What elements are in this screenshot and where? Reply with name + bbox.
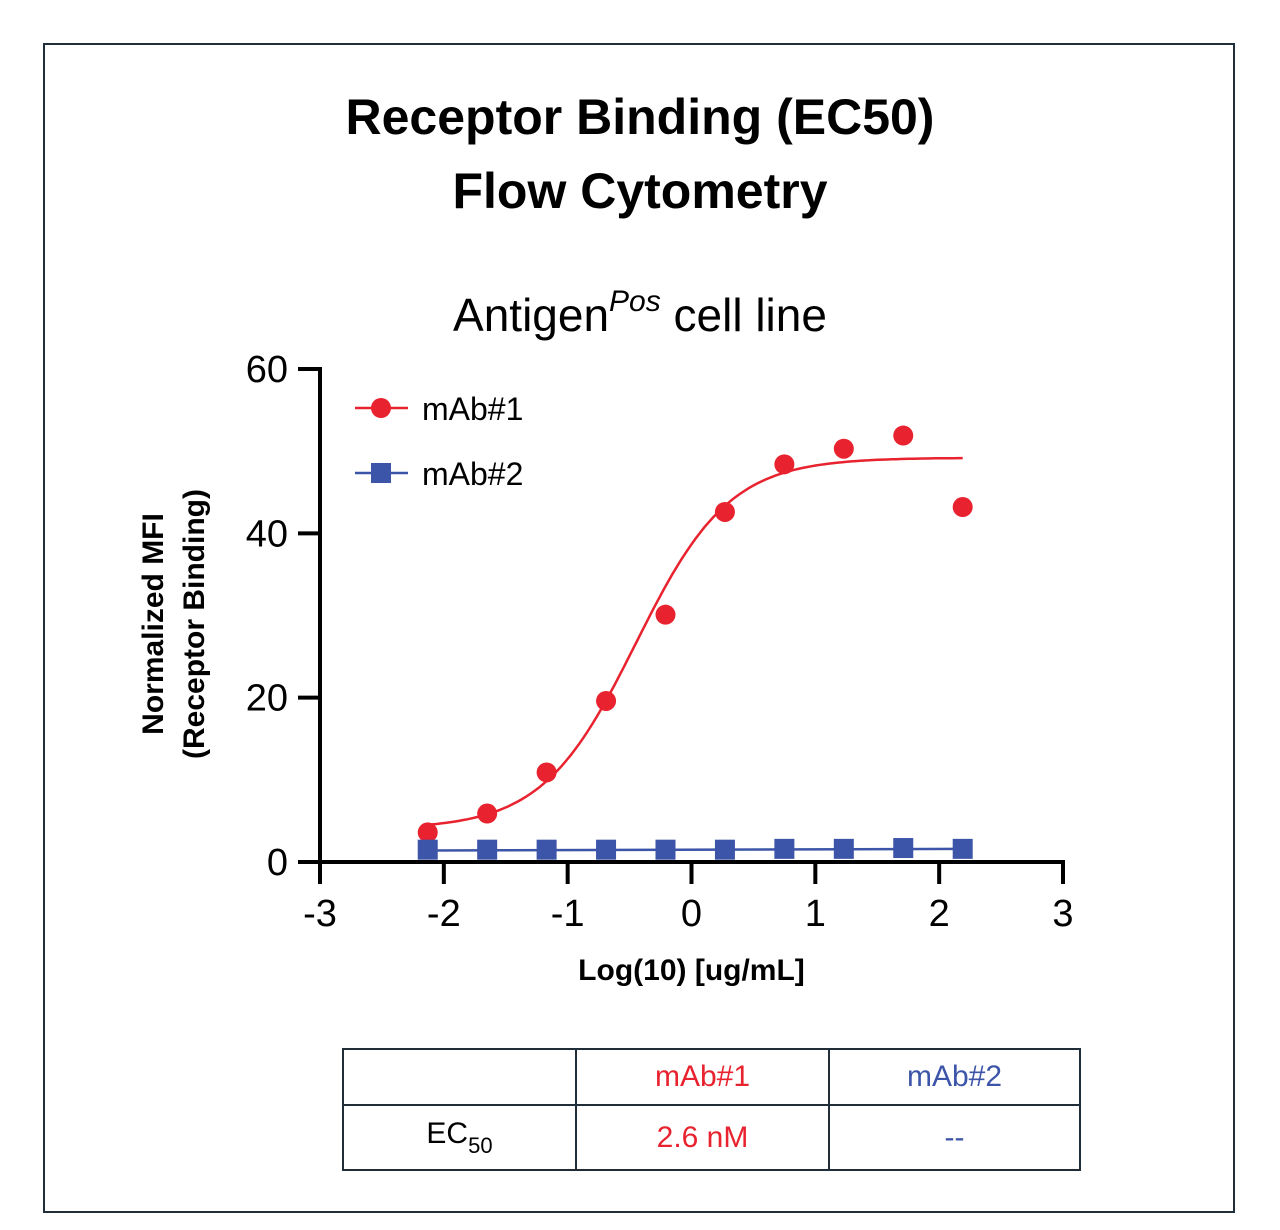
data-point-series-2: [655, 839, 676, 860]
ec50-table-value-row: EC50 2.6 nM --: [342, 1104, 1081, 1171]
legend-label-series-2: mAb#2: [422, 456, 523, 492]
data-point-series-2: [833, 838, 854, 859]
ec50-table: mAb#1 mAb#2 EC50 2.6 nM --: [342, 1048, 1081, 1171]
data-point-series-1: [655, 604, 676, 625]
data-point-series-1: [714, 501, 735, 522]
data-point-series-2: [774, 838, 795, 859]
data-point-series-2: [536, 839, 557, 860]
x-axis-label: Log(10) [ug/mL]: [578, 954, 805, 987]
ec50-row-label-sub: 50: [468, 1132, 493, 1158]
y-axis-label-line1: Normalized MFI: [137, 513, 170, 735]
fit-curve-series-1: [427, 456, 963, 827]
x-tick-label: -1: [551, 893, 585, 935]
data-point-series-2: [952, 838, 973, 859]
ec50-table-header-blank: [342, 1048, 577, 1106]
fit-curve-series-2: [427, 847, 963, 852]
ec50-value-mab1: 2.6 nM: [575, 1104, 830, 1171]
data-point-series-1: [952, 497, 973, 518]
ec50-row-label: EC50: [342, 1104, 577, 1171]
figure-frame: [43, 43, 1235, 1213]
subtitle-rest: cell line: [660, 289, 827, 341]
data-point-series-1: [774, 454, 795, 475]
y-tick-label: 0: [267, 842, 288, 884]
ec50-value-mab2: --: [828, 1104, 1081, 1171]
y-axis-label-line2: (Receptor Binding): [178, 489, 211, 759]
x-tick-label: 3: [1052, 893, 1073, 935]
data-point-series-2: [596, 839, 617, 860]
data-point-series-2: [477, 839, 498, 860]
data-point-series-1: [536, 762, 557, 783]
x-tick-label: 2: [929, 893, 950, 935]
subtitle-sup: Pos: [609, 285, 661, 318]
data-point-series-1: [417, 822, 438, 843]
data-point-series-2: [714, 839, 735, 860]
data-point-series-2: [893, 838, 914, 859]
ec50-table-header-mab1: mAb#1: [575, 1048, 830, 1106]
ec50-table-header-row: mAb#1 mAb#2: [342, 1048, 1081, 1106]
subtitle-main: Antigen: [453, 289, 610, 341]
ec50-table-header-mab2: mAb#2: [828, 1048, 1081, 1106]
data-point-series-1: [596, 690, 617, 711]
legend-label-series-1: mAb#1: [422, 391, 523, 427]
data-point-series-2: [417, 839, 438, 860]
x-tick-label: -2: [427, 893, 461, 935]
x-tick-label: 0: [681, 893, 702, 935]
ec50-row-label-main: EC: [426, 1116, 469, 1150]
y-tick-label: 60: [246, 349, 288, 391]
legend-marker-series-1: [371, 398, 391, 418]
x-tick-label: 1: [805, 893, 826, 935]
legend-marker-series-2: [371, 463, 391, 483]
chart-subtitle: AntigenPos cell line: [0, 270, 1280, 347]
y-tick-label: 40: [246, 513, 288, 555]
data-point-series-1: [833, 438, 854, 459]
y-tick-label: 20: [246, 678, 288, 720]
chart-title-line2: Flow Cytometry: [452, 163, 828, 219]
x-tick-label: -3: [303, 893, 337, 935]
chart-title-line1: Receptor Binding (EC50): [345, 89, 935, 145]
data-point-series-1: [893, 425, 914, 446]
data-point-series-1: [477, 803, 498, 824]
